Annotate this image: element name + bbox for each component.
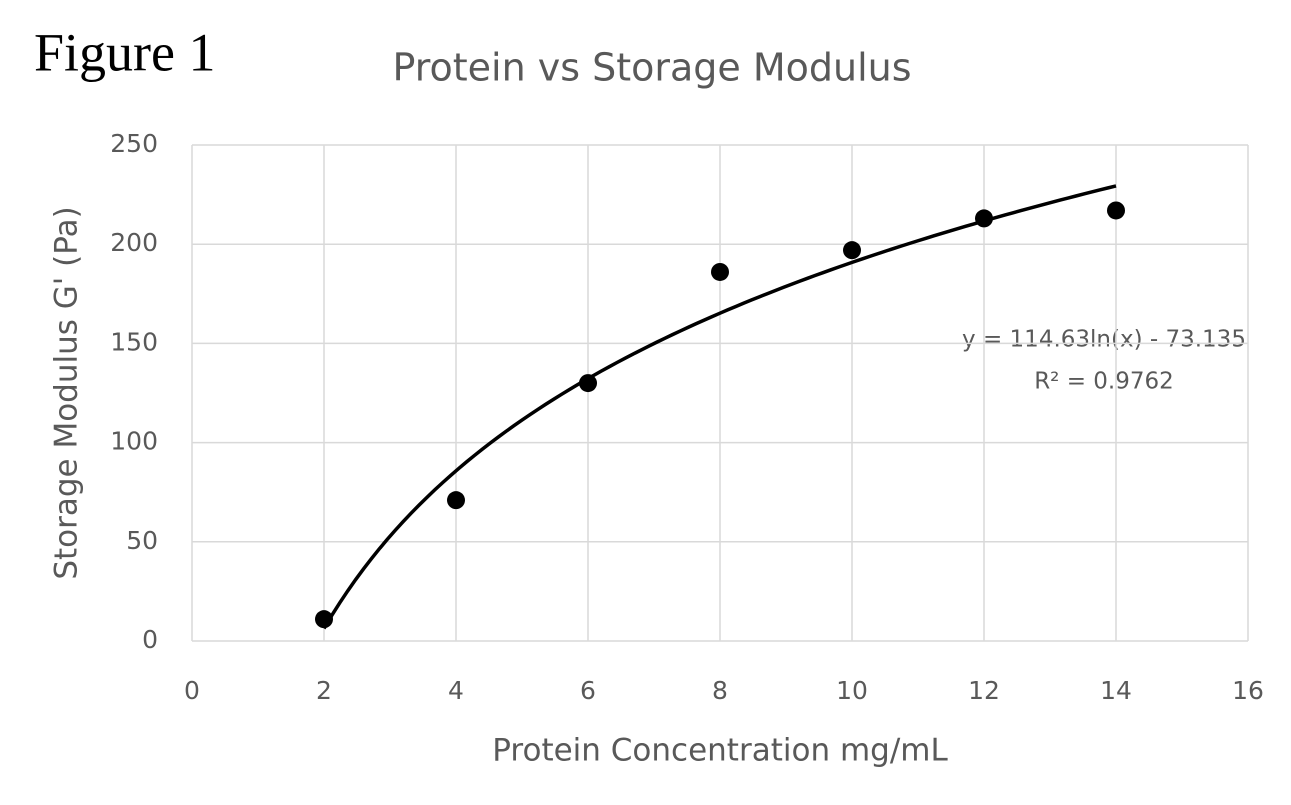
y-tick-label: 100	[110, 427, 158, 456]
y-tick-label: 200	[110, 228, 158, 257]
x-tick-label: 2	[316, 676, 332, 705]
figure-label: Figure 1	[34, 22, 216, 82]
x-tick-label: 16	[1232, 676, 1264, 705]
data-point	[1107, 201, 1125, 220]
x-tick-label: 8	[712, 676, 728, 705]
x-tick-label: 10	[836, 676, 868, 705]
data-point	[315, 610, 333, 629]
data-point	[843, 241, 861, 260]
x-tick-label: 4	[448, 676, 464, 705]
x-axis-label: Protein Concentration mg/mL	[492, 733, 948, 769]
trendline-equation: y = 114.63ln(x) - 73.135	[962, 327, 1246, 353]
y-axis-label: Storage Modulus G' (Pa)	[49, 206, 85, 579]
data-point	[579, 374, 597, 393]
x-tick-label: 12	[968, 676, 1000, 705]
data-point	[711, 262, 729, 281]
r-squared: R² = 0.9762	[1034, 369, 1174, 395]
x-tick-label: 14	[1100, 676, 1132, 705]
chart-title: Protein vs Storage Modulus	[392, 46, 911, 90]
y-tick-label: 150	[110, 327, 158, 356]
y-tick-label: 250	[110, 129, 158, 158]
data-point	[975, 209, 993, 228]
data-point	[447, 491, 465, 510]
x-tick-label: 0	[184, 676, 200, 705]
y-tick-label: 0	[142, 625, 158, 654]
y-tick-label: 50	[126, 526, 158, 555]
x-tick-label: 6	[580, 676, 596, 705]
